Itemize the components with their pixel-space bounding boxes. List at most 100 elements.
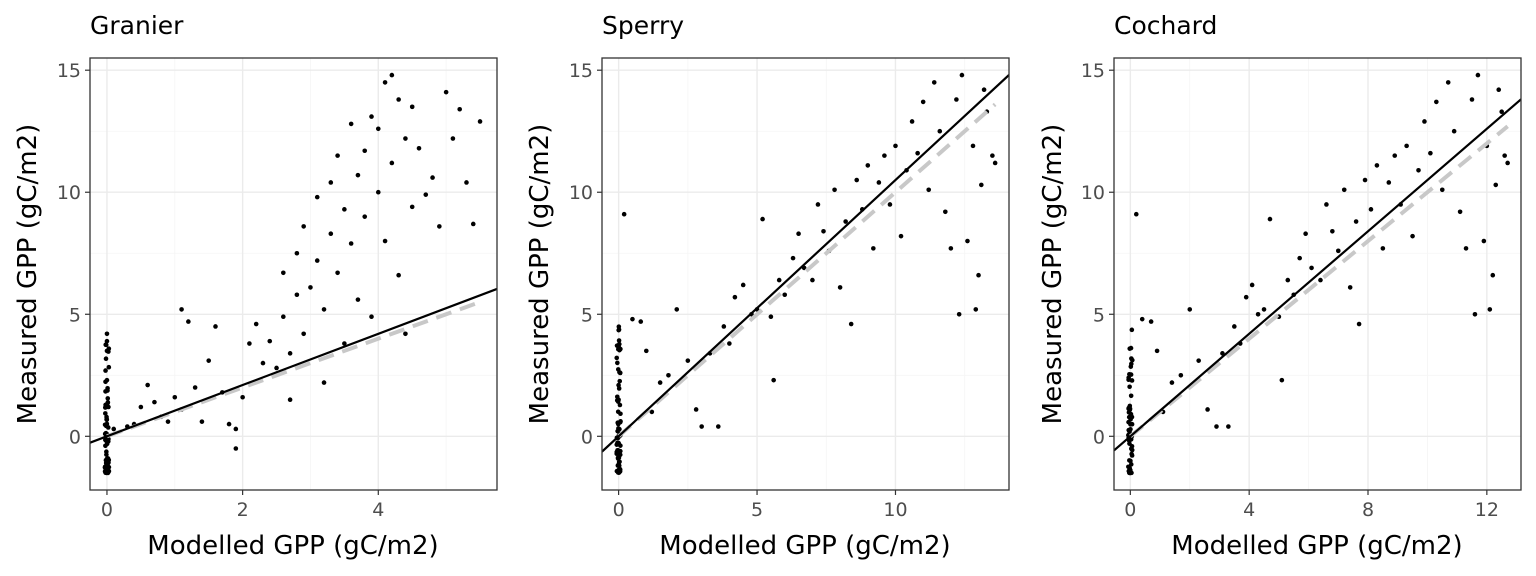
data-point <box>328 180 334 185</box>
data-point <box>267 338 273 344</box>
data-point <box>369 114 374 119</box>
data-point <box>1129 470 1134 476</box>
data-point <box>240 394 245 400</box>
data-point <box>321 380 327 385</box>
data-point <box>1499 109 1504 114</box>
data-point <box>1481 238 1487 244</box>
data-point <box>314 194 320 200</box>
data-point <box>616 327 622 332</box>
data-point <box>1255 311 1261 317</box>
data-point <box>920 99 926 105</box>
data-point <box>979 182 984 188</box>
data-point <box>616 459 622 465</box>
data-point <box>1129 421 1135 427</box>
data-point <box>614 398 620 403</box>
y-axis-title: Measured GPP (gC/m2) <box>13 124 43 425</box>
data-point <box>369 314 374 320</box>
data-point <box>618 346 623 352</box>
y-tick-label: 5 <box>581 304 593 326</box>
data-point <box>965 238 970 244</box>
data-point <box>1416 167 1421 173</box>
data-point <box>837 285 843 290</box>
data-point <box>1128 372 1134 377</box>
data-point <box>348 121 354 127</box>
data-point <box>1324 202 1329 207</box>
data-point <box>693 407 699 412</box>
data-point <box>1129 378 1135 383</box>
data-point <box>247 341 252 346</box>
data-point <box>375 189 381 195</box>
data-point <box>103 356 109 361</box>
y-tick-label: 0 <box>69 426 81 448</box>
data-point <box>614 394 620 400</box>
data-point <box>1386 180 1392 185</box>
data-point <box>103 460 109 466</box>
y-axis-title: Measured GPP (gC/m2) <box>1038 124 1068 425</box>
data-point <box>396 272 401 278</box>
data-point <box>294 250 300 256</box>
data-point <box>909 119 915 124</box>
data-point <box>638 319 644 324</box>
y-tick-label: 10 <box>57 182 81 204</box>
data-point <box>342 207 347 212</box>
data-point <box>186 319 191 324</box>
data-point <box>103 368 108 373</box>
data-point <box>450 136 456 141</box>
data-point <box>1469 97 1475 102</box>
y-axis-title: Measured GPP (gC/m2) <box>525 124 555 425</box>
data-point <box>1439 187 1445 193</box>
data-point <box>287 351 293 356</box>
data-point <box>102 465 108 470</box>
data-point <box>1487 307 1493 312</box>
data-point <box>1127 384 1132 390</box>
data-point <box>1232 324 1237 329</box>
data-point <box>1128 437 1134 442</box>
data-point <box>423 192 429 197</box>
data-point <box>970 143 976 149</box>
data-point <box>865 163 871 168</box>
data-point <box>1214 424 1219 429</box>
data-point <box>103 342 109 348</box>
data-point <box>1496 87 1502 93</box>
data-point <box>1129 451 1134 457</box>
plot-frame <box>1113 57 1522 491</box>
data-point <box>643 348 649 354</box>
data-point <box>1505 160 1510 166</box>
data-point <box>618 411 623 417</box>
data-point <box>674 307 680 312</box>
data-point <box>915 150 920 156</box>
data-point <box>1128 446 1134 452</box>
data-point <box>1128 393 1134 399</box>
data-point <box>1330 228 1335 234</box>
x-tick-label: 0 <box>101 499 113 521</box>
data-point <box>179 307 184 312</box>
panel-title: Sperry <box>602 11 684 40</box>
data-point <box>335 153 340 158</box>
data-point <box>165 419 171 424</box>
plot-area: 0 5 10 0 5 10 15 <box>569 57 1010 521</box>
data-point <box>105 470 111 476</box>
y-tick-label: 5 <box>1093 304 1105 326</box>
data-point <box>321 307 327 312</box>
data-point <box>464 180 469 185</box>
data-point <box>926 187 932 193</box>
data-point <box>348 241 354 246</box>
data-point <box>699 424 704 429</box>
data-point <box>1392 153 1398 158</box>
panel-title: Granier <box>90 11 184 40</box>
data-point <box>810 277 815 283</box>
data-point <box>617 369 622 375</box>
y-tick-label: 10 <box>1081 182 1105 204</box>
marks-layer <box>90 72 497 476</box>
data-point <box>294 292 300 298</box>
data-point <box>931 80 937 85</box>
data-point <box>887 202 893 207</box>
x-tick-label: 12 <box>1475 499 1499 521</box>
data-point <box>1196 358 1201 363</box>
marks-layer <box>602 72 1009 475</box>
plot-background <box>90 58 497 490</box>
data-point <box>614 355 620 361</box>
data-point <box>790 255 796 261</box>
data-point <box>281 270 286 276</box>
data-point <box>616 455 622 461</box>
